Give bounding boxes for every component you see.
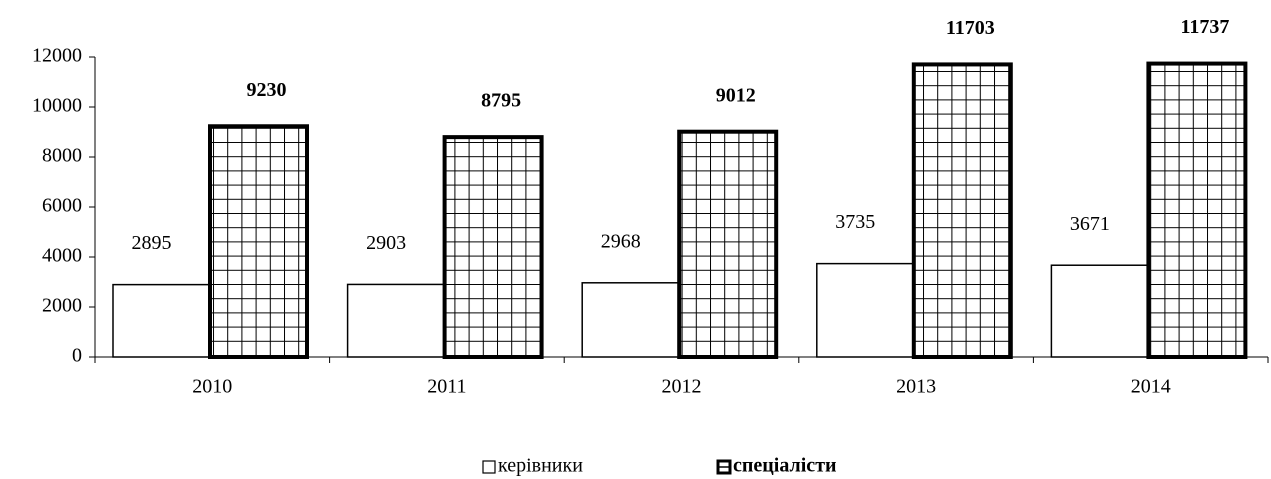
y-tick-label: 12000 [32, 45, 82, 67]
y-tick-label: 8000 [42, 145, 82, 167]
y-tick-label: 0 [72, 345, 82, 367]
data-label: 3671 [1070, 213, 1110, 235]
data-label: 3735 [835, 211, 875, 233]
x-tick-label: 2013 [896, 376, 936, 398]
y-tick-label: 2000 [42, 295, 82, 317]
bar [1146, 61, 1248, 359]
x-tick-label: 2014 [1131, 376, 1171, 398]
y-tick-label: 10000 [32, 95, 82, 117]
bar [112, 283, 211, 358]
data-label: 9230 [247, 79, 287, 101]
data-label: 11737 [1180, 16, 1229, 38]
data-label: 2895 [132, 232, 172, 254]
x-tick-label: 2011 [427, 376, 466, 398]
data-label: 11703 [946, 17, 995, 39]
bar [208, 124, 309, 359]
data-label: 8795 [481, 90, 521, 112]
bar [816, 262, 915, 358]
y-tick-label: 6000 [42, 195, 82, 217]
bar [442, 135, 544, 359]
bar [1050, 264, 1150, 358]
data-label: 9012 [716, 84, 756, 106]
bar [346, 283, 446, 358]
y-tick-label: 4000 [42, 245, 82, 267]
legend-label: спеціалісти [733, 455, 837, 477]
legend-swatch [482, 460, 496, 474]
x-tick-label: 2012 [662, 376, 702, 398]
bar [911, 62, 1013, 360]
x-tick-label: 2010 [192, 376, 232, 398]
data-label: 2903 [366, 232, 406, 254]
data-label: 2968 [601, 230, 641, 252]
bar [677, 129, 779, 359]
bar [581, 282, 680, 358]
legend-label: керівники [498, 455, 583, 477]
